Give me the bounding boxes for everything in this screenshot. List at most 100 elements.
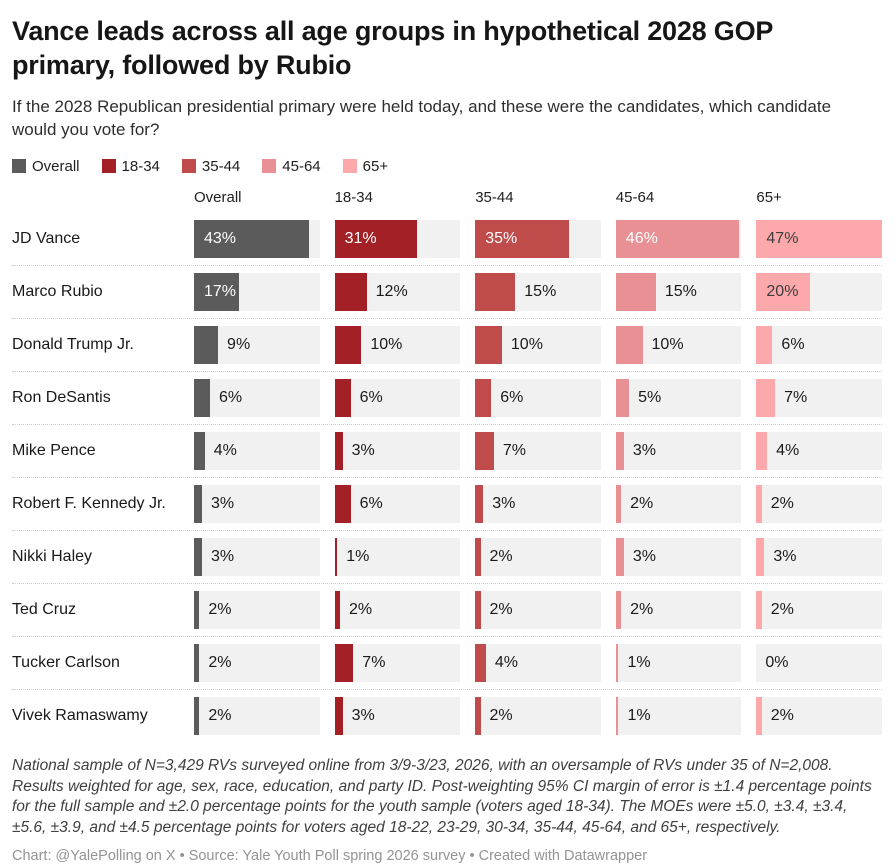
value-label: 3%: [351, 706, 375, 724]
value-label: 3%: [632, 547, 656, 565]
bar-segment: [475, 643, 486, 682]
bar-track: 17%: [194, 272, 320, 311]
legend-label: Overall: [32, 157, 80, 175]
value-label: 10%: [651, 335, 684, 353]
bar-segment: [334, 643, 354, 682]
bar-segment: [194, 219, 309, 258]
bar-segment: [615, 431, 624, 470]
table-row: Marco Rubio 17% 12% 15% 15% 20%: [12, 264, 882, 318]
candidate-label: Marco Rubio: [12, 283, 103, 301]
table-row: Ted Cruz 2% 2% 2% 2% 2%: [12, 582, 882, 636]
value-label: 6%: [781, 335, 805, 353]
bar-segment: [756, 537, 765, 576]
value-label: 7%: [362, 653, 386, 671]
bar-track: 7%: [334, 643, 461, 682]
bar-segment: [615, 643, 619, 682]
bar-track: 31%: [334, 219, 461, 258]
bar-segment: [194, 643, 200, 682]
legend-swatch: [181, 159, 196, 174]
value-label: 3%: [773, 547, 797, 565]
bar-segment: [334, 484, 351, 523]
bar-track: 12%: [334, 272, 461, 311]
bar-track: 47%: [756, 219, 882, 258]
value-label: 5%: [638, 388, 662, 406]
bar-segment: [334, 378, 351, 417]
bar-segment: [475, 484, 484, 523]
legend-label: 45-64: [282, 157, 321, 175]
value-label: 43%: [204, 229, 237, 247]
bar-segment: [334, 696, 343, 735]
bar-segment: [615, 272, 656, 311]
value-label: 17%: [204, 282, 237, 300]
value-label: 7%: [502, 441, 527, 459]
value-label: 4%: [776, 441, 800, 459]
value-label: 46%: [625, 229, 658, 247]
bar-track: 10%: [475, 325, 601, 364]
value-label: 4%: [213, 441, 237, 459]
value-label: 0%: [765, 653, 789, 671]
bar-segment: [334, 431, 343, 470]
bar-track: 2%: [334, 590, 461, 629]
bar-track: 10%: [615, 325, 742, 364]
value-label: 6%: [219, 388, 243, 406]
bar-segment: [615, 378, 630, 417]
bar-track: 46%: [615, 219, 742, 258]
bar-track: 2%: [756, 484, 882, 523]
value-label: 15%: [524, 282, 557, 300]
bar-segment: [475, 696, 481, 735]
value-label: 2%: [208, 600, 232, 618]
footnote: National sample of N=3,429 RVs surveyed …: [12, 756, 872, 837]
bar-segment: [475, 325, 502, 364]
bar-segment: [475, 378, 492, 417]
bar-segment: [615, 219, 739, 258]
bar-segment: [756, 484, 762, 523]
bar-segment: [475, 537, 481, 576]
bar-segment: [756, 431, 768, 470]
bar-segment: [194, 537, 203, 576]
bar-track: 7%: [756, 378, 882, 417]
value-label: 4%: [494, 653, 518, 671]
bar-track: 15%: [615, 272, 742, 311]
value-label: 3%: [211, 494, 235, 512]
value-label: 2%: [489, 706, 513, 724]
bar-segment: [475, 431, 494, 470]
bar-segment: [756, 219, 882, 258]
bar-track: 1%: [615, 643, 742, 682]
value-label: 1%: [346, 547, 370, 565]
value-label: 3%: [351, 441, 375, 459]
bar-track: 2%: [475, 590, 601, 629]
value-label: 2%: [208, 706, 232, 724]
value-label: 9%: [227, 335, 251, 353]
chart-card: Vance leads across all age groups in hyp…: [12, 14, 882, 864]
bar-segment: [615, 696, 619, 735]
table-row: JD Vance 43% 31% 35% 46% 47%: [12, 213, 882, 265]
bar-track: 2%: [194, 696, 320, 735]
candidate-label: Vivek Ramaswamy: [12, 707, 148, 725]
bar-segment: [334, 537, 338, 576]
bar-segment: [334, 325, 362, 364]
bar-track: 2%: [194, 590, 320, 629]
legend-item-35-44: 35-44: [181, 158, 240, 175]
value-label: 35%: [485, 229, 518, 247]
bar-segment: [334, 590, 340, 629]
candidate-label: Ron DeSantis: [12, 389, 111, 407]
bar-track: 20%: [756, 272, 882, 311]
value-label: 3%: [211, 547, 235, 565]
legend-item-45-64: 45-64: [262, 157, 321, 175]
bar-track: 3%: [334, 696, 461, 735]
bar-segment: [194, 590, 200, 629]
value-label: 3%: [492, 494, 516, 512]
candidate-label: Mike Pence: [12, 442, 96, 460]
legend-item-18-34: 18-34: [101, 158, 160, 175]
bar-segment: [334, 219, 418, 258]
bar-track: 2%: [194, 643, 320, 682]
legend: Overall 18-34 35-44 45-64 65+: [12, 158, 882, 175]
table-row: Mike Pence 4% 3% 7% 3% 4%: [12, 423, 882, 477]
bar-segment: [334, 272, 367, 311]
bar-track: 35%: [475, 219, 601, 258]
value-label: 6%: [359, 494, 383, 512]
bar-track: 4%: [475, 643, 601, 682]
bar-segment: [194, 696, 200, 735]
legend-swatch: [12, 159, 26, 174]
bar-track: 2%: [615, 590, 742, 629]
